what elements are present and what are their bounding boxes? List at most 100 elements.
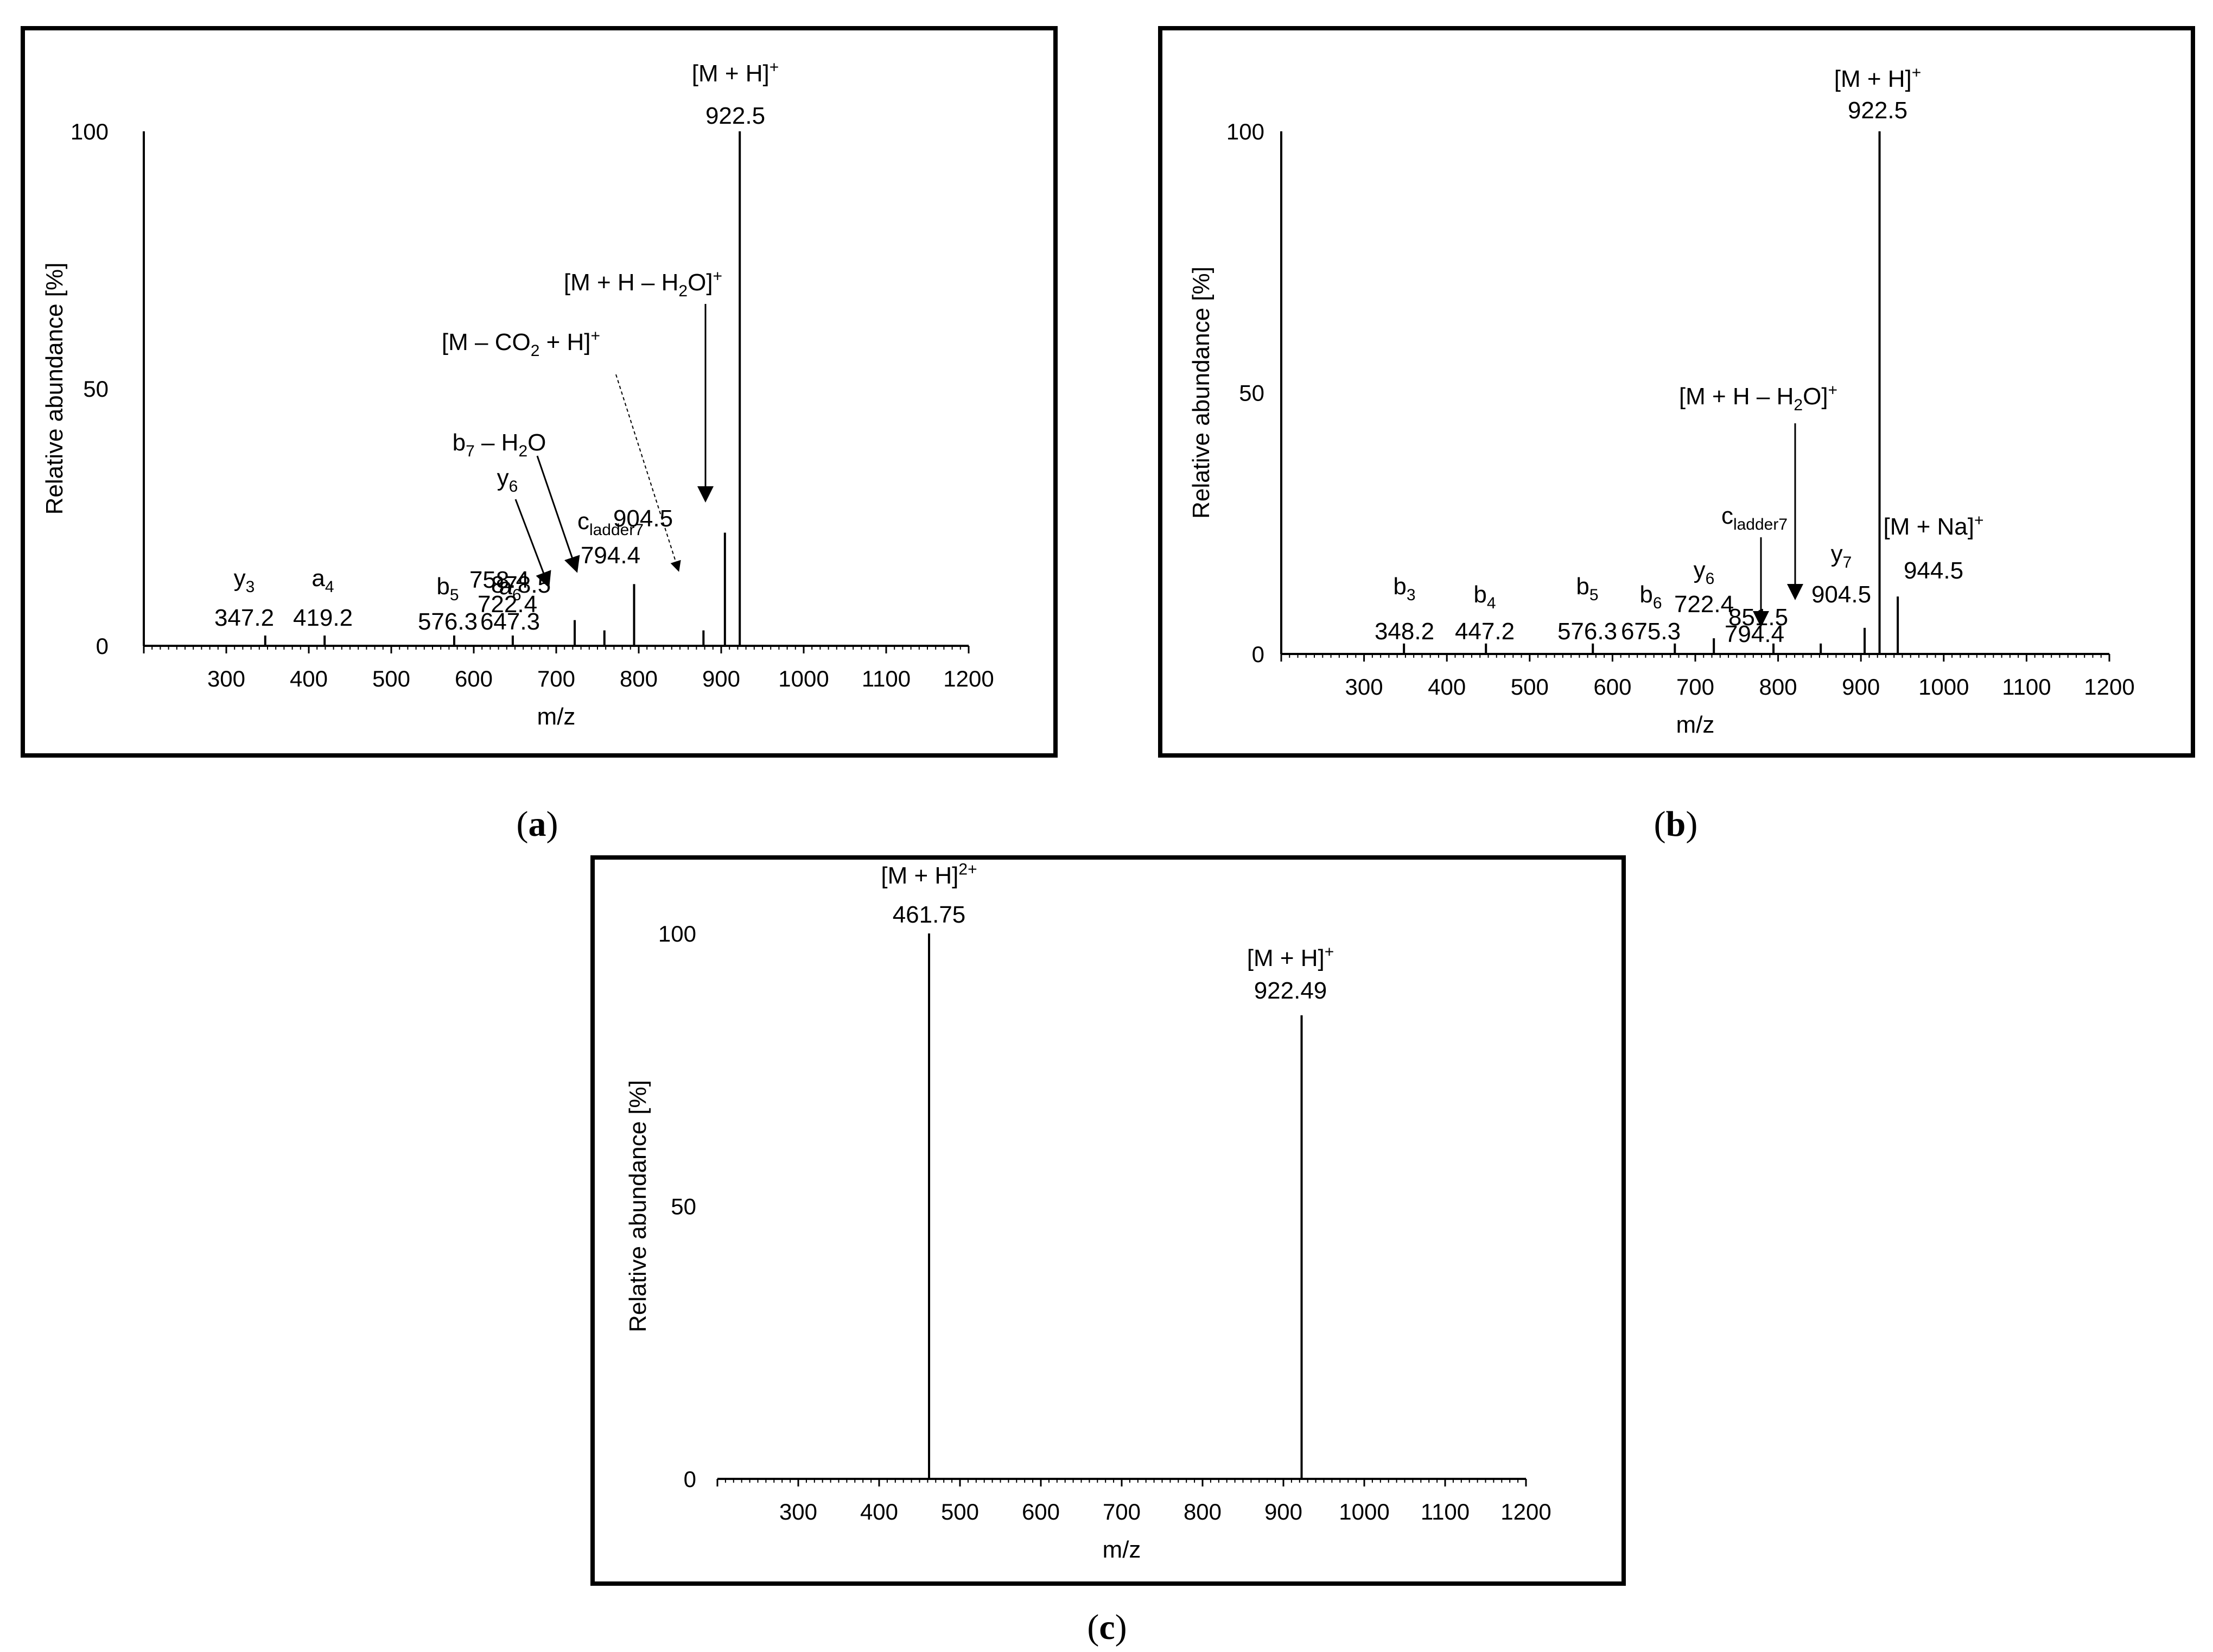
annotations: [M + H]+ 922.5 [M + H – H2O]+904.5[M – CO2… — [214, 58, 779, 635]
spectrum-panel-b: 0 50 100 Relative abundance [%] 300 400 500 60… — [1158, 26, 2195, 758]
ion-label: [M – CO2 + H]+ — [442, 327, 600, 360]
y-tick-label: 100 — [658, 921, 696, 946]
mz-label: 794.4 — [581, 542, 640, 569]
ion-label: b3 — [1393, 573, 1415, 604]
mz-label: 722.4 — [1674, 591, 1734, 618]
mz-label: 576.3 — [418, 608, 478, 635]
x-tick-label: 1200 — [1500, 1499, 1551, 1524]
y-axis: 0 50 100 Relative abundance [%] — [41, 119, 109, 659]
x-tick-label: 1200 — [943, 666, 994, 691]
x-axis: 300 400 500 600 700 800 900 1000 1100 1200 m/z — [143, 645, 994, 730]
x-axis: 300 400 500 600 700 800 900 1000 1100 1200 m/z — [1280, 653, 2135, 738]
ion-label: [M + H]+ — [1247, 943, 1334, 971]
y-tick-label: 0 — [96, 633, 109, 659]
mz-label: 922.5 — [705, 103, 765, 129]
ion-label: b5 — [436, 573, 459, 604]
mz-label: 348.2 — [1375, 618, 1434, 645]
peak-annotation: [M + H]+ 922.49 — [1247, 943, 1334, 1004]
x-axis-label: m/z — [1103, 1536, 1141, 1563]
peak-annotation: b4 447.2 — [1455, 581, 1515, 645]
peak-annotation: y6 722.4 — [478, 465, 551, 618]
ion-label: [M + Na]+ — [1883, 511, 1983, 540]
x-tick-label: 800 — [620, 666, 658, 691]
peak-annotation: b7 – H2O 758.4 — [453, 429, 580, 593]
peak-annotation: y6 722.4 — [1674, 557, 1734, 618]
panel-letter-text: (b) — [1654, 804, 1698, 844]
mz-label: 944.5 — [1904, 557, 1963, 584]
ion-label: b6 — [1639, 581, 1662, 612]
peak-annotation: b5 576.3 — [418, 573, 478, 635]
y-axis-label: Relative abundance [%] — [1188, 266, 1214, 519]
x-tick-label: 500 — [941, 1499, 979, 1524]
peak-annotation: [M + H]+ 922.5 — [1834, 63, 1922, 124]
mz-label: 722.4 — [478, 591, 537, 618]
x-tick-label: 700 — [537, 666, 575, 691]
y-axis-label: Relative abundance [%] — [41, 263, 68, 515]
peak-annotation: b3 348.2 — [1375, 573, 1434, 645]
mz-label: 922.49 — [1254, 977, 1327, 1004]
y-axis: 0 50 100 Relative abundance [%] — [1188, 119, 1264, 667]
annotations: [M + H]+ 922.5 [M + H – H2O]+851.5 [M + Na]… — [1375, 63, 1984, 647]
ion-label: b4 — [1473, 581, 1496, 612]
mz-label: 922.5 — [1848, 97, 1907, 124]
x-tick-label: 500 — [1511, 674, 1549, 700]
spectrum-panel-c: 0 50 100 Relative abundance [%] 300 400 500 60… — [590, 855, 1626, 1586]
x-tick-label: 900 — [1264, 1499, 1302, 1524]
panel-frame — [1158, 26, 2195, 758]
y-tick-label: 50 — [1239, 380, 1264, 406]
mz-label: 419.2 — [293, 605, 353, 631]
ion-label: a6 — [499, 573, 521, 604]
y-axis: 0 50 100 Relative abundance [%] — [625, 921, 696, 1492]
mz-label: 794.4 — [1725, 621, 1784, 647]
peak-annotation: cladder7 794.4 — [577, 508, 644, 569]
y-tick-label: 100 — [1226, 119, 1264, 144]
ion-label: cladder7 — [577, 508, 644, 539]
x-axis-label: m/z — [537, 703, 576, 730]
mz-label: 675.3 — [1621, 618, 1681, 645]
mz-label: 461.75 — [893, 901, 966, 928]
panel-label-b: (b) — [1654, 804, 1698, 844]
x-tick-label: 900 — [1842, 674, 1880, 700]
annotation-arrow — [514, 499, 551, 588]
y-tick-label: 50 — [83, 376, 109, 402]
ion-label: b7 – H2O — [453, 429, 546, 460]
ion-label: [M + H]+ — [692, 58, 779, 87]
x-tick-label: 600 — [455, 666, 493, 691]
annotations: [M + H]2+ 461.75 [M + H]+ 922.49 — [881, 860, 1334, 1004]
ion-label: y7 — [1831, 541, 1852, 571]
peak-annotation: [M + H]2+ 461.75 — [881, 860, 977, 928]
x-tick-label: 1100 — [862, 666, 911, 691]
mz-label: 904.5 — [1811, 581, 1871, 608]
x-tick-label: 1000 — [1918, 674, 1969, 700]
x-tick-label: 1000 — [1339, 1499, 1389, 1524]
y-tick-label: 50 — [671, 1194, 696, 1219]
peak-annotation: [M + H – H2O]+851.5 — [1679, 381, 1837, 631]
ion-label: y6 — [497, 465, 518, 495]
y-axis-label: Relative abundance [%] — [625, 1080, 651, 1332]
spectrum-panel-a: 0 50 100 Relative abundance [%] 300 400 500 60… — [21, 26, 1058, 758]
peak-annotation: cladder7 794.4 — [1721, 503, 1788, 647]
peak-annotation: b5 576.3 — [1557, 573, 1617, 645]
x-tick-label: 400 — [290, 666, 328, 691]
peak-annotation: [M + H]+ 922.5 — [692, 58, 779, 129]
x-tick-label: 1100 — [1421, 1499, 1470, 1524]
peak-annotation: [M + Na]+ 944.5 — [1883, 511, 1983, 584]
mz-label: 904.5 — [613, 505, 673, 532]
x-tick-label: 1100 — [2002, 674, 2051, 700]
peak-annotation: a4 419.2 — [293, 565, 353, 631]
ion-label: [M + H]2+ — [881, 860, 977, 889]
panel-label-a: (a) — [517, 804, 558, 844]
peak-annotation: [M + H – H2O]+ 904.5 — [564, 267, 722, 532]
ion-label: a4 — [311, 565, 334, 596]
peaks — [143, 131, 741, 646]
y-tick-label: 0 — [1252, 641, 1264, 667]
x-tick-label: 800 — [1184, 1499, 1222, 1524]
ion-label: y3 — [234, 565, 255, 596]
panel-letter-text: (c) — [1087, 1607, 1127, 1647]
x-tick-label: 400 — [1428, 674, 1466, 700]
ion-label: cladder7 — [1721, 503, 1788, 533]
panel-frame — [21, 26, 1058, 758]
x-tick-label: 400 — [860, 1499, 898, 1524]
peak-annotation: y7 904.5 — [1811, 541, 1871, 608]
